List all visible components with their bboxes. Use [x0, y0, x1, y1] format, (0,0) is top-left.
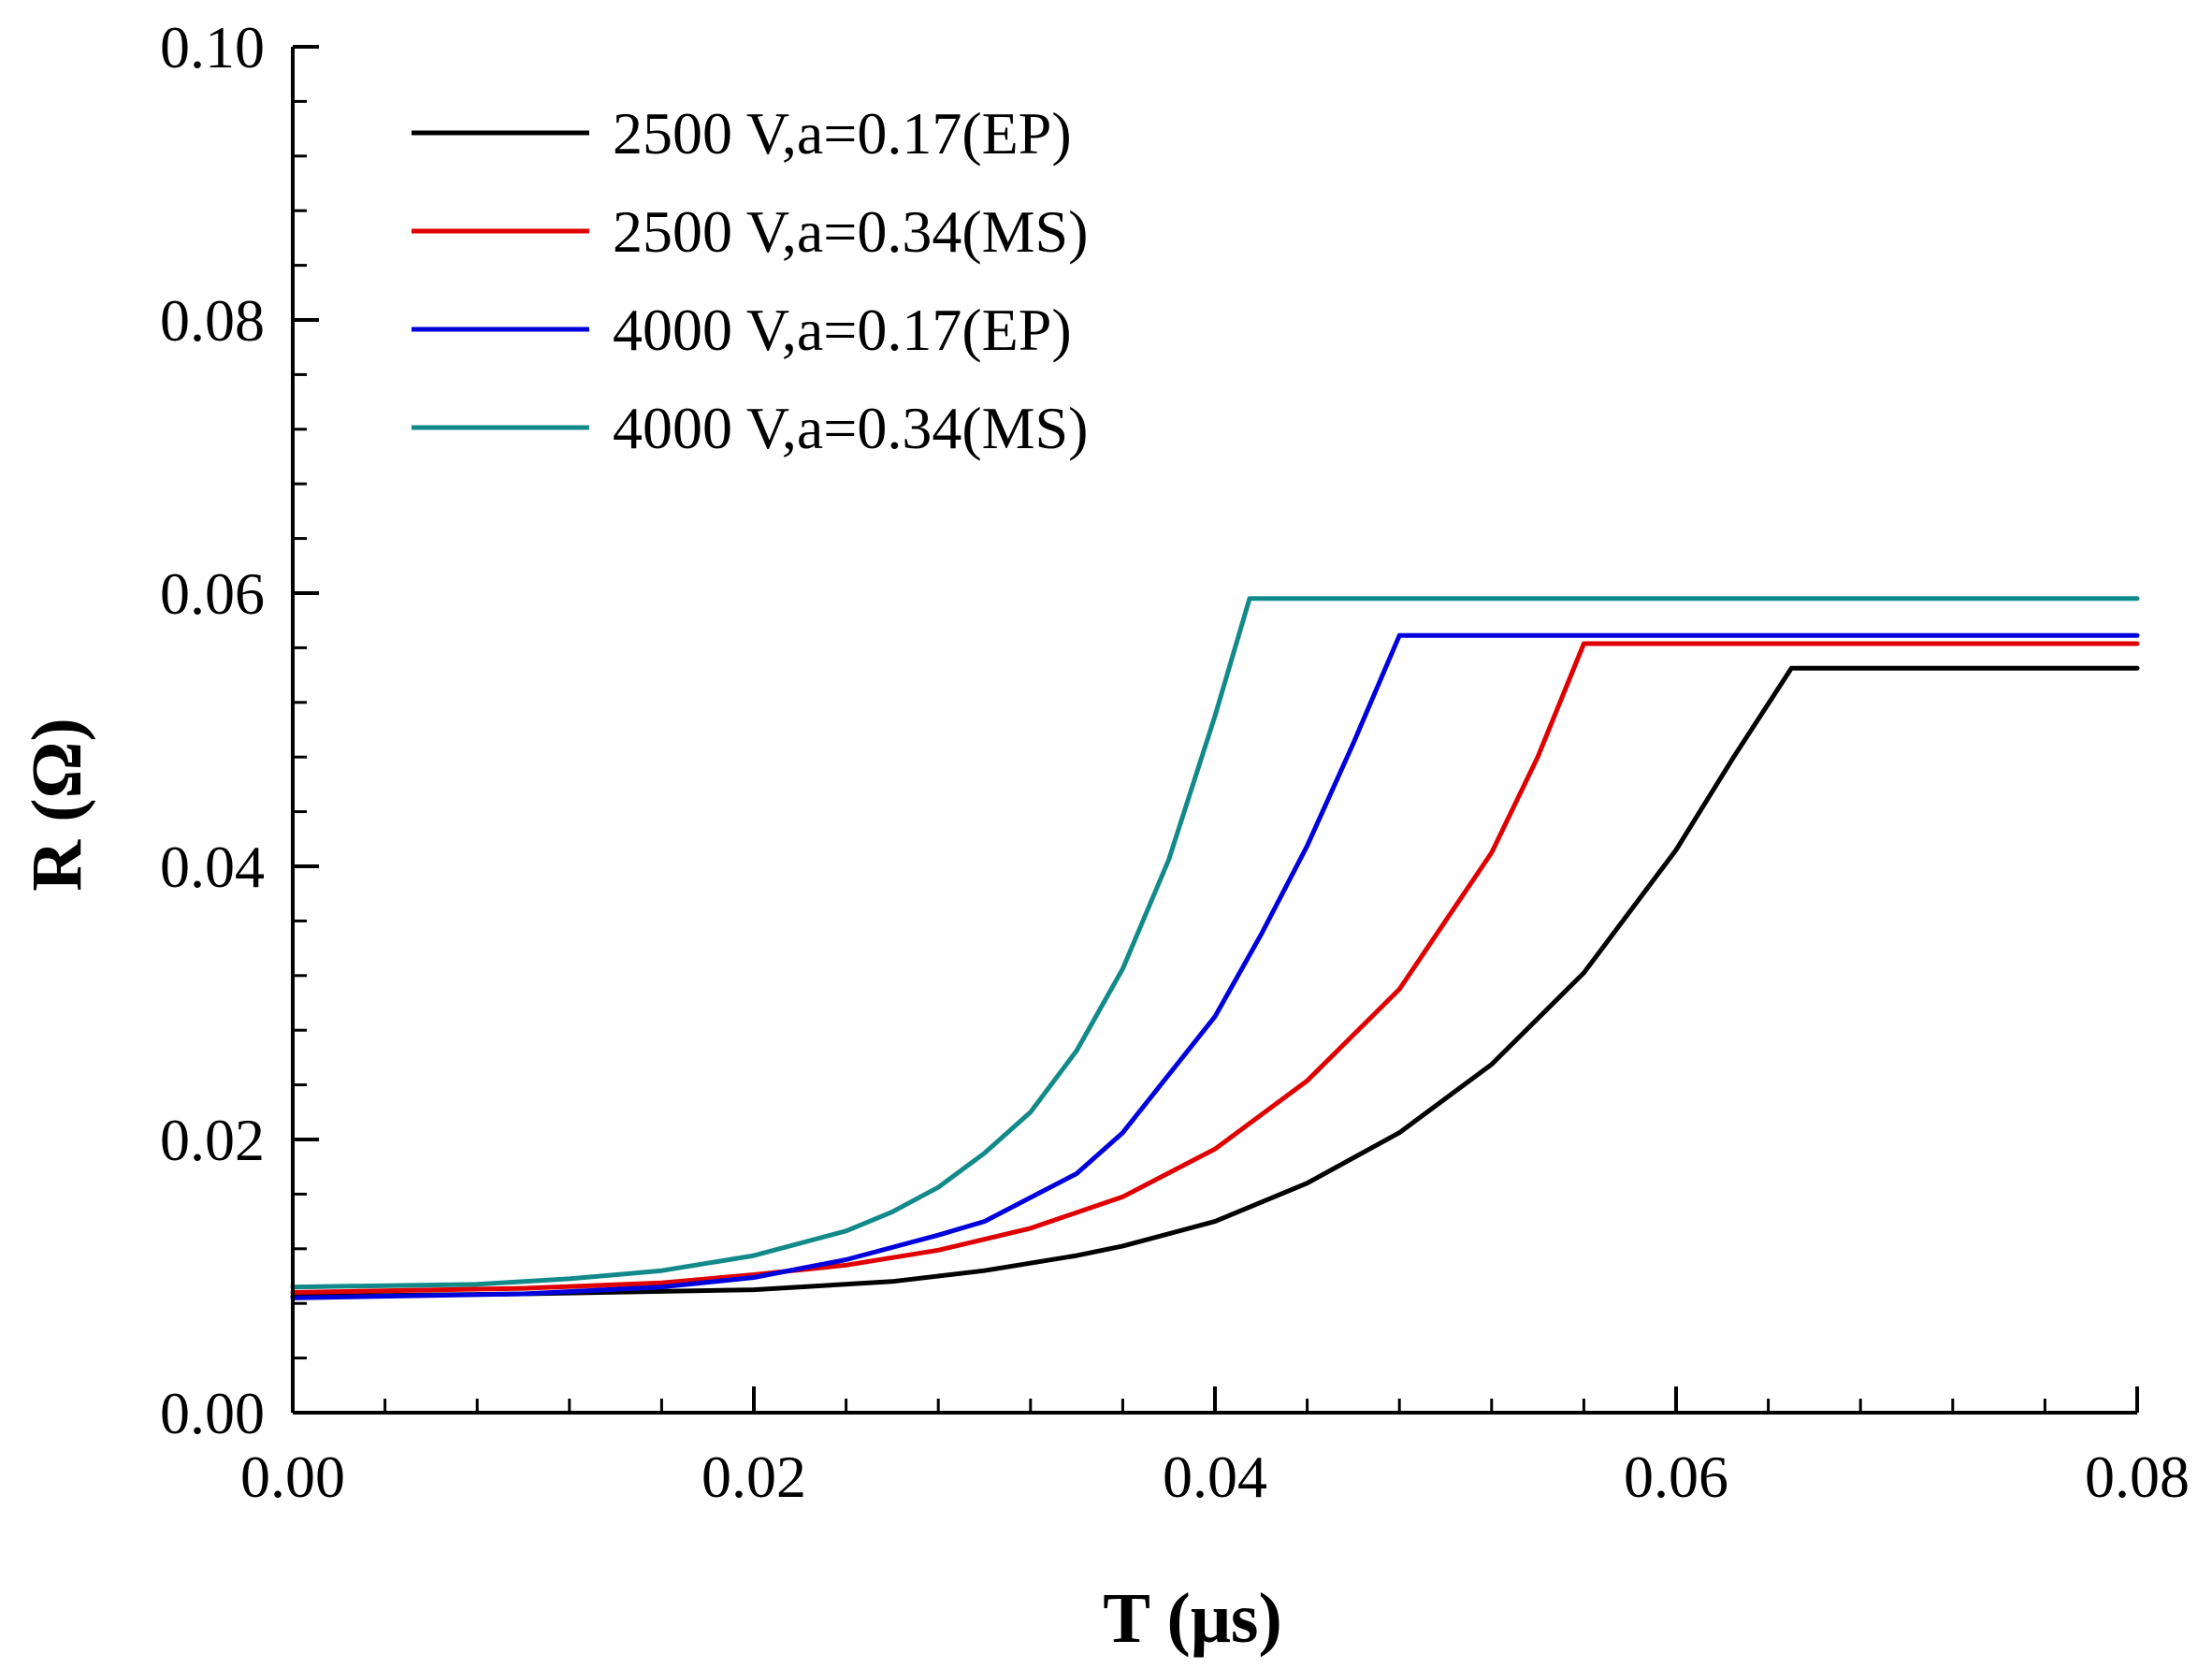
legend: 2500 V,a=0.17(EP) 2500 V,a=0.34(MS) 4000 V… [412, 100, 1088, 461]
y-tick-label: 0.02 [160, 1107, 265, 1173]
y-tick-label: 0.10 [160, 14, 265, 80]
axes [291, 47, 2137, 1415]
series-line-4 [290, 596, 2140, 1290]
x-tick-label: 0.02 [701, 1444, 806, 1510]
series-line-3 [290, 632, 2140, 1300]
y-tick-label: 0.08 [160, 287, 265, 354]
series-line-2 [290, 641, 2140, 1295]
y-tick-label: 0.06 [160, 560, 265, 627]
legend-label-1: 2500 V,a=0.17(EP) [613, 100, 1072, 167]
y-tick-label: 0.00 [160, 1380, 265, 1446]
x-tick-label: 0.08 [2085, 1444, 2190, 1510]
ticks: 0.00 0.02 0.04 0.06 0.08 0.00 0.02 0.04 0.06 0.08… [160, 14, 2190, 1510]
y-tick-label: 0.04 [160, 834, 265, 900]
x-tick-label: 0.00 [240, 1444, 345, 1510]
plot-area [290, 596, 2140, 1300]
legend-label-4: 4000 V,a=0.34(MS) [613, 395, 1088, 461]
y-axis-title: R (Ω) [18, 718, 96, 891]
x-tick-label: 0.06 [1624, 1444, 1728, 1510]
legend-label-2: 2500 V,a=0.34(MS) [613, 198, 1088, 265]
legend-label-3: 4000 V,a=0.17(EP) [613, 297, 1072, 363]
x-tick-label: 0.04 [1163, 1444, 1267, 1510]
series-line-1 [290, 665, 2140, 1299]
x-axis-title: T (μs) [1103, 1579, 1282, 1658]
